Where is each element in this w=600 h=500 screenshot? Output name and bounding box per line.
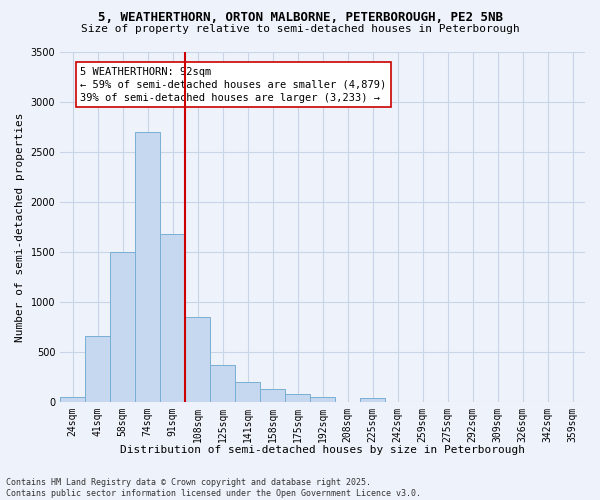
X-axis label: Distribution of semi-detached houses by size in Peterborough: Distribution of semi-detached houses by … <box>120 445 525 455</box>
Bar <box>360 398 385 402</box>
Bar <box>260 389 285 402</box>
Bar <box>85 336 110 402</box>
Y-axis label: Number of semi-detached properties: Number of semi-detached properties <box>15 112 25 342</box>
Text: Size of property relative to semi-detached houses in Peterborough: Size of property relative to semi-detach… <box>80 24 520 34</box>
Text: 5 WEATHERTHORN: 92sqm
← 59% of semi-detached houses are smaller (4,879)
39% of s: 5 WEATHERTHORN: 92sqm ← 59% of semi-deta… <box>80 66 386 103</box>
Text: Contains HM Land Registry data © Crown copyright and database right 2025.
Contai: Contains HM Land Registry data © Crown c… <box>6 478 421 498</box>
Bar <box>110 252 135 402</box>
Text: 5, WEATHERTHORN, ORTON MALBORNE, PETERBOROUGH, PE2 5NB: 5, WEATHERTHORN, ORTON MALBORNE, PETERBO… <box>97 11 503 24</box>
Bar <box>185 317 210 402</box>
Bar <box>210 365 235 402</box>
Bar <box>235 382 260 402</box>
Bar <box>160 234 185 402</box>
Bar <box>285 394 310 402</box>
Bar <box>60 397 85 402</box>
Bar <box>135 132 160 402</box>
Bar <box>310 397 335 402</box>
